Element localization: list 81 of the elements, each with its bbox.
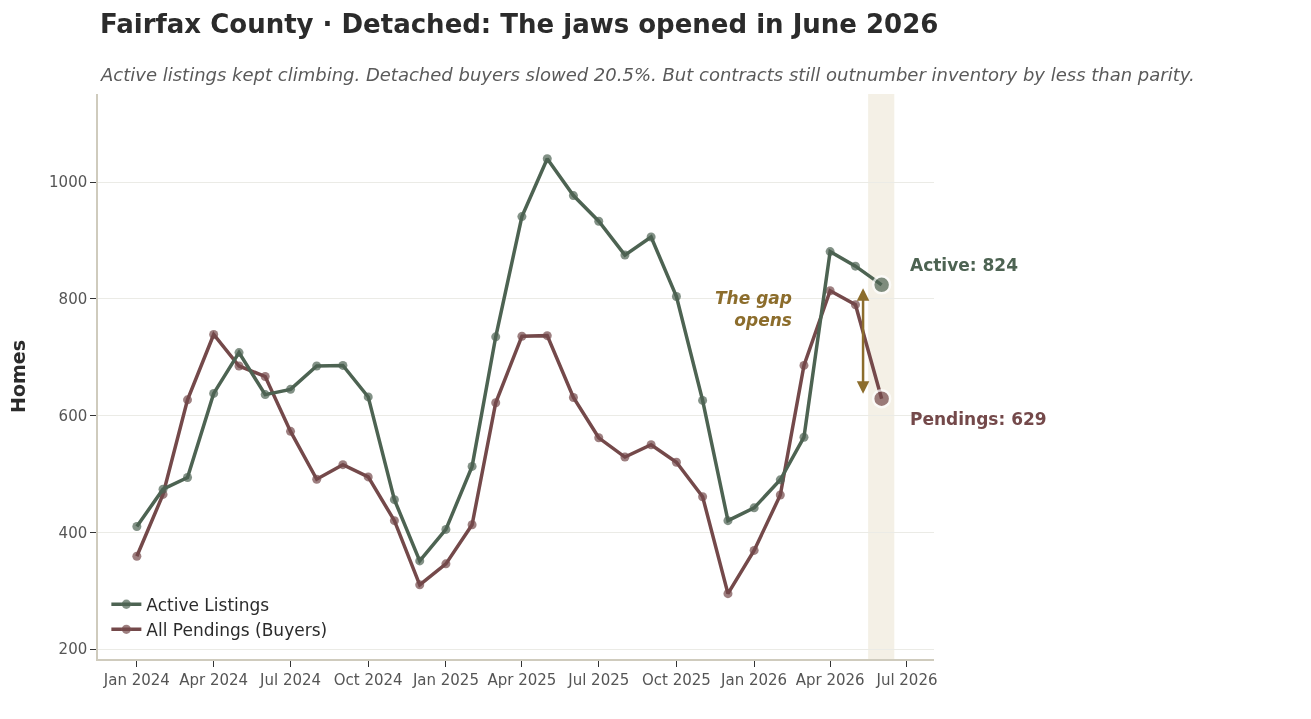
point [646, 232, 656, 242]
x-tick-label: Jul 2024 [259, 670, 322, 689]
annotation: The gap opens [715, 288, 792, 331]
x-tick-label: Apr 2025 [487, 670, 557, 689]
y-tick-label: 600 [58, 406, 88, 425]
point [183, 472, 193, 482]
point [568, 393, 578, 403]
point [286, 426, 296, 436]
point [415, 580, 425, 590]
point [209, 329, 219, 339]
chart-subtitle: Active listings kept climbing. Detached buyers slowed 20.5%. But contracts still outnumber inventory by less than parity. [100, 64, 1195, 85]
point [491, 398, 501, 408]
x-tick-label: Oct 2024 [333, 670, 403, 689]
point [260, 390, 270, 400]
legend-label: All Pendings (Buyers) [146, 619, 328, 640]
x-tick-label: Jul 2026 [875, 670, 938, 689]
point [775, 475, 785, 485]
point [286, 384, 296, 394]
y-tick-label: 200 [58, 640, 88, 659]
point [671, 457, 681, 467]
point [260, 372, 270, 381]
point [568, 191, 578, 201]
point [234, 361, 244, 371]
point [312, 361, 322, 371]
point [158, 484, 168, 494]
point [415, 556, 425, 566]
point [441, 559, 451, 569]
y-axis-title: Homes [7, 340, 30, 413]
chart-title: Fairfax County · Detached: The jaws opened in June 2026 [100, 9, 939, 39]
point [467, 520, 477, 530]
point [825, 286, 835, 296]
x-tick-label: Oct 2025 [641, 670, 711, 689]
x-tick-label: Jul 2025 [567, 670, 630, 689]
point [312, 474, 322, 484]
point [698, 395, 708, 405]
point [542, 331, 552, 341]
point [594, 216, 604, 226]
point [671, 292, 681, 302]
point [363, 392, 373, 402]
data-label: Pendings: 629 [910, 409, 1047, 429]
point [209, 388, 219, 398]
point [517, 212, 527, 222]
point [620, 250, 630, 260]
point [825, 247, 835, 257]
point [542, 154, 552, 164]
point [183, 395, 193, 405]
point [338, 360, 348, 370]
point [441, 524, 451, 534]
point [723, 516, 733, 526]
point [338, 460, 348, 470]
point [594, 433, 604, 443]
point [850, 300, 860, 310]
point [698, 492, 708, 502]
point [620, 452, 630, 462]
data-label: Active: 824 [910, 255, 1019, 275]
y-tick-label: 800 [58, 290, 88, 309]
point [799, 432, 809, 442]
point [234, 348, 244, 358]
x-tick-label: Jan 2026 [720, 670, 788, 689]
point [132, 522, 142, 532]
x-tick-label: Apr 2026 [795, 670, 865, 689]
x-tick-label: Jan 2024 [102, 670, 170, 689]
legend-label: Active Listings [146, 594, 270, 615]
x-tick-label: Apr 2024 [179, 670, 249, 689]
point [749, 503, 759, 513]
y-tick-label: 1000 [49, 173, 88, 192]
point [775, 490, 785, 500]
point [723, 589, 733, 599]
point [749, 545, 759, 555]
point [646, 440, 656, 450]
point [363, 472, 373, 482]
point [491, 332, 501, 342]
x-tick-label: Jan 2025 [411, 670, 479, 689]
point [389, 495, 399, 505]
point [132, 551, 142, 561]
point [517, 331, 527, 341]
point [467, 461, 477, 471]
point [850, 261, 860, 271]
y-tick-label: 400 [58, 523, 88, 542]
point [799, 360, 809, 370]
point [389, 516, 399, 526]
